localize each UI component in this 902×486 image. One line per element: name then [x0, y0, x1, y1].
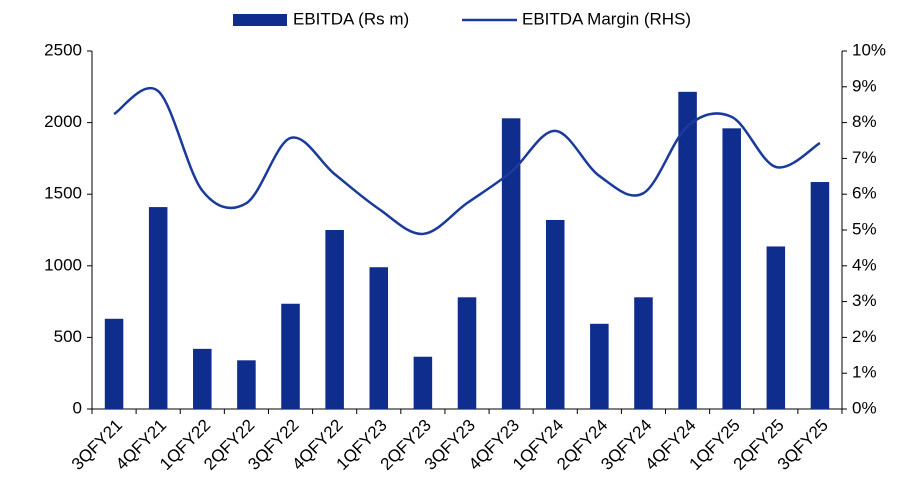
bar — [148, 207, 168, 409]
legend-swatch — [233, 14, 287, 26]
bar — [281, 303, 300, 409]
bar — [457, 297, 477, 409]
y-tick-label: 500 — [54, 327, 82, 346]
y-tick-label: 1500 — [44, 184, 82, 203]
bar — [678, 91, 697, 409]
bar — [369, 267, 389, 409]
y2-tick-label: 2% — [852, 327, 877, 346]
bar — [501, 118, 521, 409]
y-tick-label: 2000 — [44, 112, 82, 131]
bar — [237, 360, 256, 409]
bar — [590, 323, 609, 409]
legend-label: EBITDA Margin (RHS) — [522, 9, 691, 28]
y2-tick-label: 7% — [852, 148, 877, 167]
bar — [193, 348, 212, 409]
y2-tick-label: 4% — [852, 255, 877, 274]
y2-tick-label: 3% — [852, 291, 877, 310]
bar — [104, 318, 124, 409]
legend-label: EBITDA (Rs m) — [293, 9, 409, 28]
margin-line — [113, 87, 821, 236]
y2-tick-label: 6% — [852, 184, 877, 203]
bar — [766, 246, 786, 409]
y2-tick-label: 5% — [852, 219, 877, 238]
y2-tick-label: 10% — [852, 40, 886, 59]
y-tick-label: 2500 — [44, 40, 82, 59]
bar — [634, 297, 653, 409]
y2-tick-label: 0% — [852, 398, 877, 417]
bar — [810, 182, 830, 409]
bar — [545, 219, 565, 409]
y2-tick-label: 8% — [852, 112, 877, 131]
bar — [722, 128, 741, 409]
y-tick-label: 1000 — [44, 255, 82, 274]
y2-tick-label: 1% — [852, 363, 877, 382]
bar — [325, 230, 344, 409]
bar — [413, 356, 433, 409]
y2-tick-label: 9% — [852, 76, 877, 95]
y-tick-label: 0 — [73, 398, 82, 417]
